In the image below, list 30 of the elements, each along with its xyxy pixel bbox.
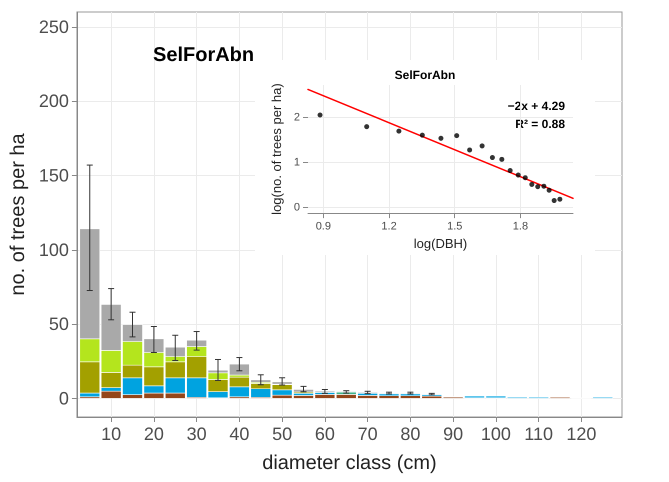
- x-tick-label: 30: [186, 424, 207, 444]
- y-tick-label: 0: [294, 201, 300, 214]
- x-tick-label: 80: [400, 424, 420, 444]
- x-tick-label: 70: [358, 424, 378, 444]
- x-tick-label: 1.2: [381, 220, 397, 233]
- x-tick-label: 60: [314, 424, 335, 444]
- y-tick-label: 1: [294, 156, 300, 168]
- text: SelForAbn: [153, 44, 254, 66]
- x-axis-title: log(DBH): [414, 236, 468, 251]
- y-tick-label: 250: [38, 16, 69, 37]
- x-tick-label: 90: [443, 424, 464, 444]
- x-tick-label: 1.5: [447, 220, 462, 233]
- x-tick-label: 10: [101, 424, 122, 444]
- y-axis-title: no. of trees per ha: [7, 132, 29, 296]
- x-tick-label: 1.8: [512, 220, 528, 233]
- x-tick-label: 100: [480, 424, 511, 444]
- chart-title: SelForAbn: [394, 68, 456, 82]
- x-tick-label: 20: [144, 424, 164, 444]
- y-tick-label: 150: [38, 165, 69, 186]
- y-tick-label: 100: [38, 240, 69, 260]
- y-tick-label: 50: [48, 314, 69, 334]
- x-tick-label: 120: [566, 424, 596, 444]
- x-axis-title: diameter class (cm): [262, 452, 437, 474]
- x-tick-label: 0.9: [316, 220, 331, 233]
- y-tick-label: 200: [38, 91, 69, 112]
- x-tick-label: 40: [229, 424, 250, 444]
- y-tick-label: 2: [294, 112, 300, 124]
- y-tick-label: 0: [58, 388, 69, 408]
- x-tick-label: 110: [524, 424, 553, 444]
- y-axis-title: log(no. of trees per ha): [268, 83, 284, 215]
